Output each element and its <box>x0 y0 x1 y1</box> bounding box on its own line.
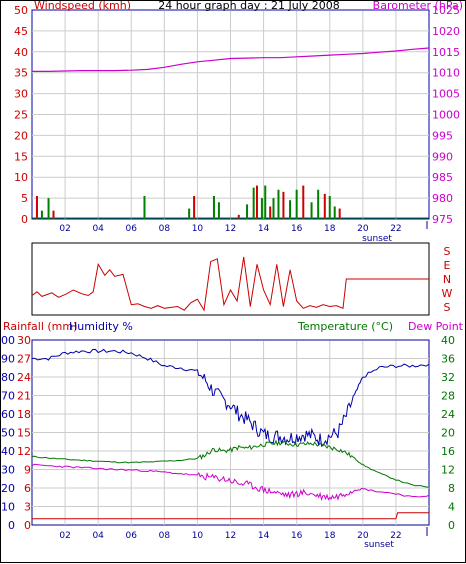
panel-3-temperature-line <box>31 439 430 488</box>
panel-3-dewpoint-line <box>31 463 430 501</box>
panel-1-x-tick-label: 18 <box>324 224 336 234</box>
panel-1-x-tick-label: 22 <box>390 224 401 234</box>
panel-3-rain-tick-label: 21 <box>17 390 31 403</box>
panel-3-temp-tick-label: 12 <box>441 464 455 477</box>
panel-3-temp-tick-label: 36 <box>441 353 455 366</box>
panel-3-x-tick-label: 04 <box>92 531 104 541</box>
panel-3-humidity-tick-label: 60 <box>1 408 15 421</box>
panel-3-x-tick-label: 10 <box>192 531 204 541</box>
panel-3-x-tick-label: 14 <box>258 531 270 541</box>
panel-3-humidity-tick-label: 80 <box>1 371 15 384</box>
panel-3-rain-tick-label: 30 <box>17 334 31 347</box>
panel-1-right-tick-label: 1010 <box>432 67 460 80</box>
panel-3-temp-tick-label: 0 <box>448 519 455 532</box>
panel-3-humidity-tick-label: 40 <box>1 445 15 458</box>
panel-3-humidity-tick-label: 50 <box>1 427 15 440</box>
panel-3-humidity-tick-label: 90 <box>1 353 15 366</box>
panel-2-direction-label: N <box>443 273 451 286</box>
panel-3-rain-tick-label: 9 <box>24 464 31 477</box>
panel-1-left-tick-label: 25 <box>14 109 28 122</box>
panel-1-right-tick-label: 1025 <box>432 4 460 17</box>
panel-3-humidity-tick-label: 0 <box>8 519 15 532</box>
panel-1-sunset-label: sunset <box>362 234 392 244</box>
panel-3-rainfall-line <box>32 512 429 520</box>
panel-1-x-tick-label: 10 <box>192 224 204 234</box>
panel-1-x-tick-label: 14 <box>258 224 270 234</box>
panel-2-direction-label: S <box>444 245 451 258</box>
panel-3-temp-axis-label: Temperature (°C) <box>297 320 393 333</box>
panel-3-x-tick-label: 12 <box>225 531 236 541</box>
panel-3-rain-axis-label: Rainfall (mm) <box>3 320 77 333</box>
panel-3-rain-tick-label: 12 <box>17 445 31 458</box>
panel-3-rain-tick-label: 3 <box>24 501 31 514</box>
panel-1-left-tick-label: 50 <box>14 4 28 17</box>
panel-1-right-axis-label: Barometer (hPa) <box>373 1 463 12</box>
panel-1-right-tick-label: 1020 <box>432 25 460 38</box>
panel-3-temp-tick-label: 4 <box>448 501 455 514</box>
panel-1-x-tick-label: 12 <box>225 224 236 234</box>
panel-1-left-tick-label: 5 <box>21 192 28 205</box>
panel-3-x-tick-label: 18 <box>324 531 336 541</box>
panel-3-sunset-label: sunset <box>364 540 394 550</box>
panel-3-humidity-tick-label: 10 <box>1 501 15 514</box>
panel-3-rain-tick-label: 24 <box>17 371 31 384</box>
panel-1-right-tick-label: 1015 <box>432 46 460 59</box>
panel-3-humidity-axis-label: Humidity % <box>69 320 133 333</box>
panel-1-x-tick-label: 16 <box>291 224 303 234</box>
panel-3-rain-tick-label: 6 <box>24 482 31 495</box>
panel-1-right-tick-label: 1000 <box>432 109 460 122</box>
panel-1-left-tick-label: 45 <box>14 25 28 38</box>
panel-3-dewpoint-axis-label: Dew Point <box>408 320 464 333</box>
panel-1-left-tick-label: 35 <box>14 67 28 80</box>
panel-1-x-tick-label: 06 <box>126 224 138 234</box>
panel-3-rain-tick-label: 27 <box>17 353 31 366</box>
panel-3-humidity-tick-label: 30 <box>1 464 15 477</box>
panel-2-direction-label: S <box>444 301 451 314</box>
panel-3-temp-tick-label: 28 <box>441 390 455 403</box>
panel-3-temp-tick-label: 24 <box>441 408 455 421</box>
panel-1-right-tick-label: 995 <box>432 129 453 142</box>
panel-1-x-tick-label: 02 <box>59 224 70 234</box>
panel-3-temp-tick-label: 16 <box>441 445 455 458</box>
panel-1-x-tick-label: 04 <box>92 224 104 234</box>
panel-3-x-tick-label: 22 <box>390 531 401 541</box>
panel-3-temp-tick-label: 20 <box>441 427 455 440</box>
panel-3-humidity-line <box>31 348 430 447</box>
panel-1-barometer-line <box>32 47 430 73</box>
panel-2-direction-line <box>31 256 429 312</box>
panel-3-x-tick-label: 16 <box>291 531 303 541</box>
panel-1-left-tick-label: 0 <box>21 213 28 226</box>
panel-1-left-axis-label: Windspeed (kmh) <box>34 1 131 12</box>
panel-1-right-tick-label: 985 <box>432 171 453 184</box>
panel-3-rain-tick-label: 0 <box>24 519 31 532</box>
panel-3-temp-tick-label: 8 <box>448 482 455 495</box>
panel-3-rain-tick-label: 18 <box>17 408 31 421</box>
panel-1-right-tick-label: 975 <box>432 213 453 226</box>
panel-3-x-tick-label: 06 <box>126 531 138 541</box>
panel-1-left-tick-label: 20 <box>14 129 28 142</box>
panel-3-x-tick-label: 20 <box>357 531 369 541</box>
panel-2-direction-label: E <box>444 259 451 272</box>
panel-1-right-tick-label: 1005 <box>432 88 460 101</box>
panel-1-right-tick-label: 990 <box>432 150 453 163</box>
panel-1-x-tick-label: 20 <box>357 224 369 234</box>
panel-1-left-tick-label: 15 <box>14 150 28 163</box>
panel-3-humidity-tick-label: 100 <box>1 334 15 347</box>
panel-3-humidity-tick-label: 70 <box>1 390 15 403</box>
panel-1-left-tick-label: 10 <box>14 171 28 184</box>
panel-1-x-tick-label: 08 <box>159 224 171 234</box>
panel-1-title: 24 hour graph day : 21 July 2008 <box>158 1 340 12</box>
panel-3-x-tick-label: 02 <box>59 531 70 541</box>
panel-3-x-tick-label: 08 <box>159 531 171 541</box>
panel-3-temp-tick-label: 40 <box>441 334 455 347</box>
panel-3-temp-tick-label: 32 <box>441 371 455 384</box>
panel-2-direction-label: W <box>442 287 453 300</box>
panel-1-left-tick-label: 30 <box>14 88 28 101</box>
panel-3-rain-tick-label: 15 <box>17 427 31 440</box>
panel-1-right-tick-label: 980 <box>432 192 453 205</box>
panel-1-left-tick-label: 40 <box>14 46 28 59</box>
panel-3-humidity-tick-label: 20 <box>1 482 15 495</box>
